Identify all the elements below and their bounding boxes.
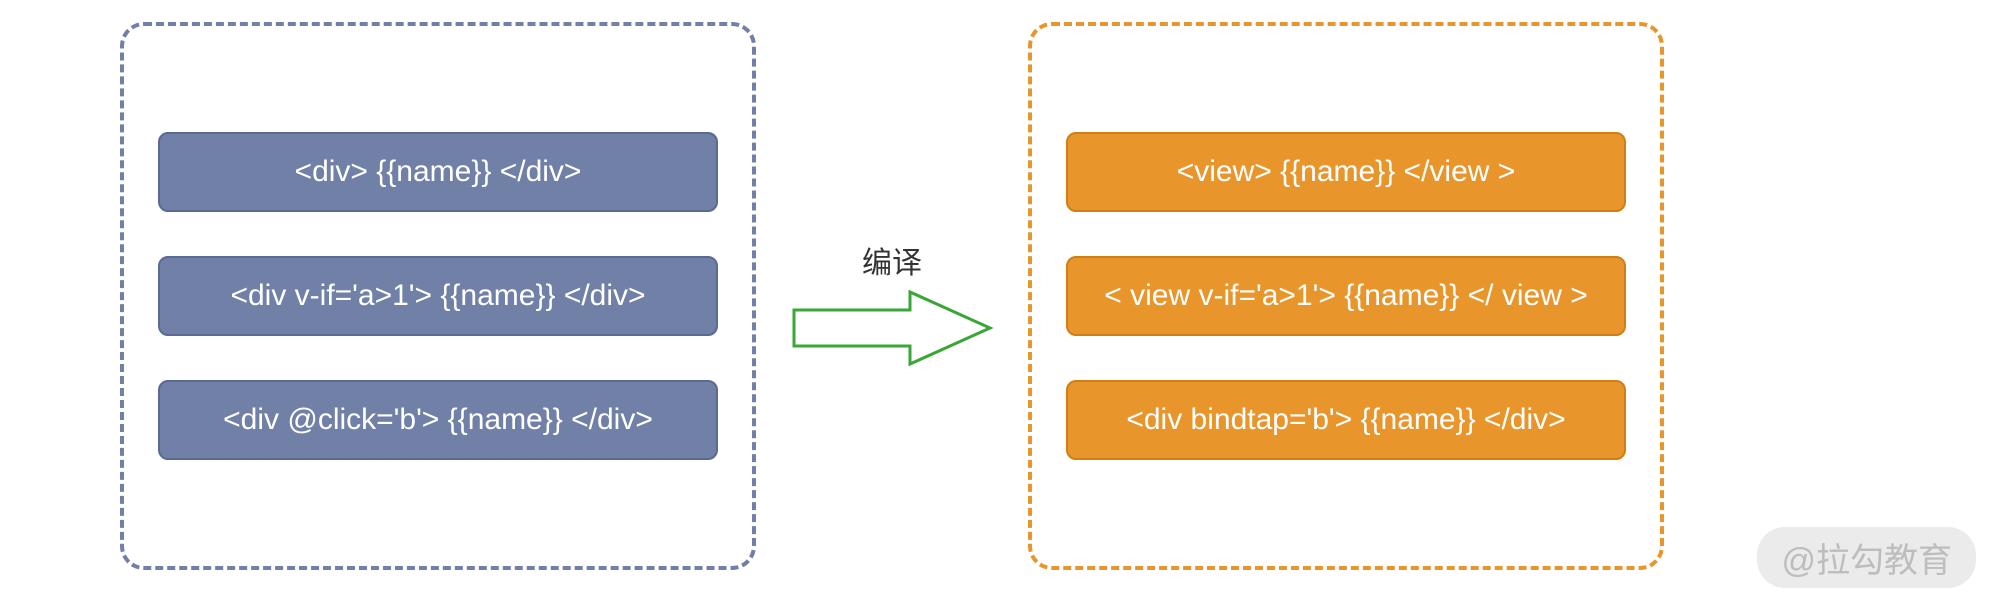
watermark: @拉勾教育 bbox=[1757, 527, 1976, 588]
compiled-code-box: <view> {{name}} </view > < view v-if='a>… bbox=[1028, 22, 1664, 570]
arrow-icon bbox=[790, 288, 994, 368]
code-text: <view> {{name}} </view > bbox=[1177, 155, 1516, 189]
code-block: <view> {{name}} </view > bbox=[1066, 132, 1626, 212]
source-code-box: <div> {{name}} </div> <div v-if='a>1'> {… bbox=[120, 22, 756, 570]
diagram-canvas: <div> {{name}} </div> <div v-if='a>1'> {… bbox=[0, 0, 2000, 602]
compile-arrow-group: 编译 bbox=[790, 238, 994, 368]
compile-label: 编译 bbox=[862, 238, 922, 282]
code-block: <div> {{name}} </div> bbox=[158, 132, 718, 212]
code-text: <div> {{name}} </div> bbox=[295, 155, 582, 189]
code-block: <div v-if='a>1'> {{name}} </div> bbox=[158, 256, 718, 336]
code-text: <div @click='b'> {{name}} </div> bbox=[223, 403, 653, 437]
code-block: <div bindtap='b'> {{name}} </div> bbox=[1066, 380, 1626, 460]
code-text: <div v-if='a>1'> {{name}} </div> bbox=[230, 279, 645, 313]
code-text: <div bindtap='b'> {{name}} </div> bbox=[1126, 403, 1565, 437]
code-text: < view v-if='a>1'> {{name}} </ view > bbox=[1104, 279, 1587, 313]
code-block: <div @click='b'> {{name}} </div> bbox=[158, 380, 718, 460]
code-block: < view v-if='a>1'> {{name}} </ view > bbox=[1066, 256, 1626, 336]
